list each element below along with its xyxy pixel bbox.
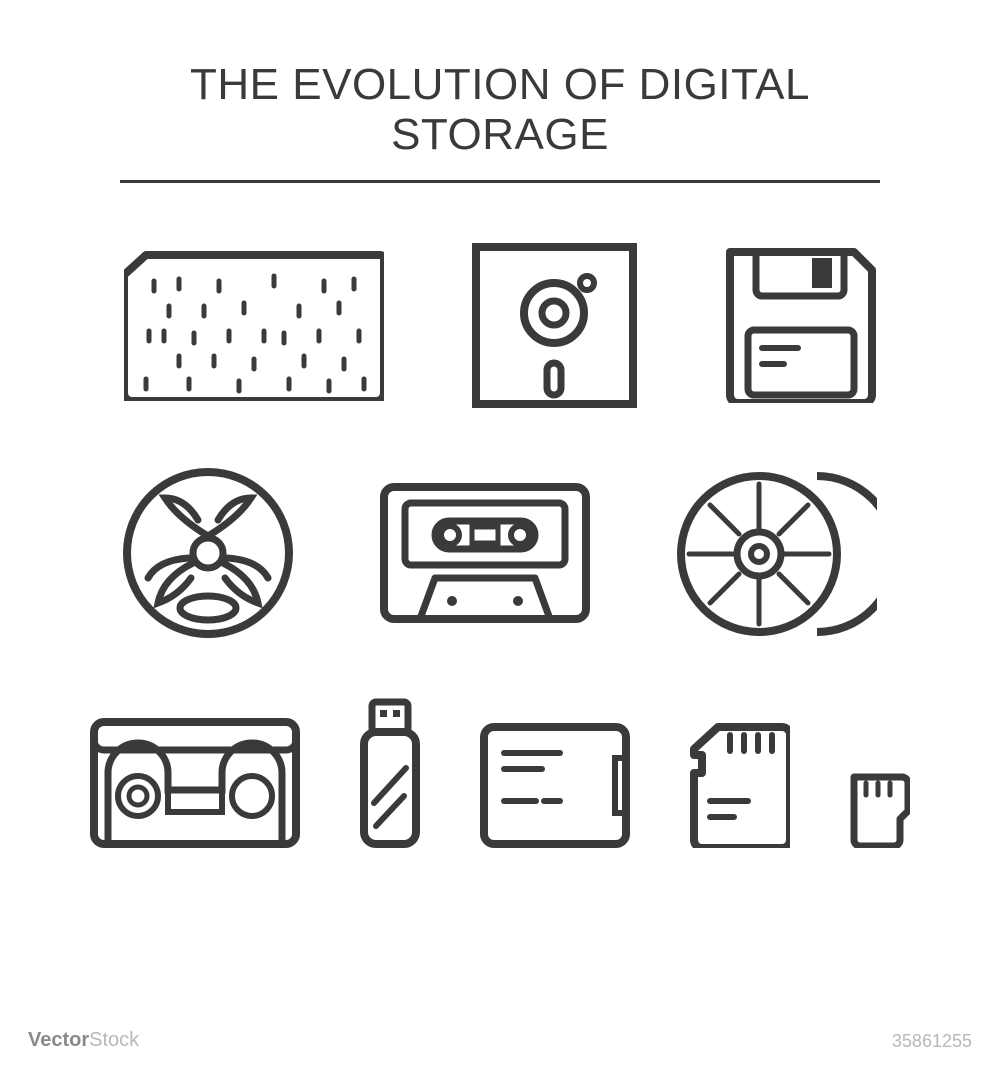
- icon-grid: [80, 243, 920, 848]
- compact-flash-icon: [480, 723, 630, 848]
- row-1: [80, 243, 920, 408]
- watermark-prefix: Vector: [28, 1029, 89, 1051]
- reel-tape-icon: [123, 468, 293, 638]
- cd-disc-icon: [677, 468, 877, 638]
- row-3: [80, 698, 920, 848]
- punch-card-icon: [124, 251, 384, 401]
- infographic-container: THE EVOLUTION OF DIGITAL STORAGE: [0, 0, 1000, 1080]
- title-divider: [120, 180, 880, 183]
- floppy-8inch-icon: [472, 243, 637, 408]
- page-title: THE EVOLUTION OF DIGITAL STORAGE: [80, 60, 920, 160]
- row-2: [80, 468, 920, 638]
- usb-drive-icon: [360, 698, 420, 848]
- watermark-left: VectorStock: [28, 1029, 139, 1052]
- micro-sd-icon: [850, 773, 910, 848]
- sd-card-icon: [690, 723, 790, 848]
- watermark-suffix: Stock: [89, 1029, 139, 1051]
- vhs-tape-icon: [90, 718, 300, 848]
- watermark-right: 35861255: [892, 1031, 972, 1052]
- floppy-3-5inch-icon: [726, 248, 876, 403]
- cassette-tape-icon: [380, 483, 590, 623]
